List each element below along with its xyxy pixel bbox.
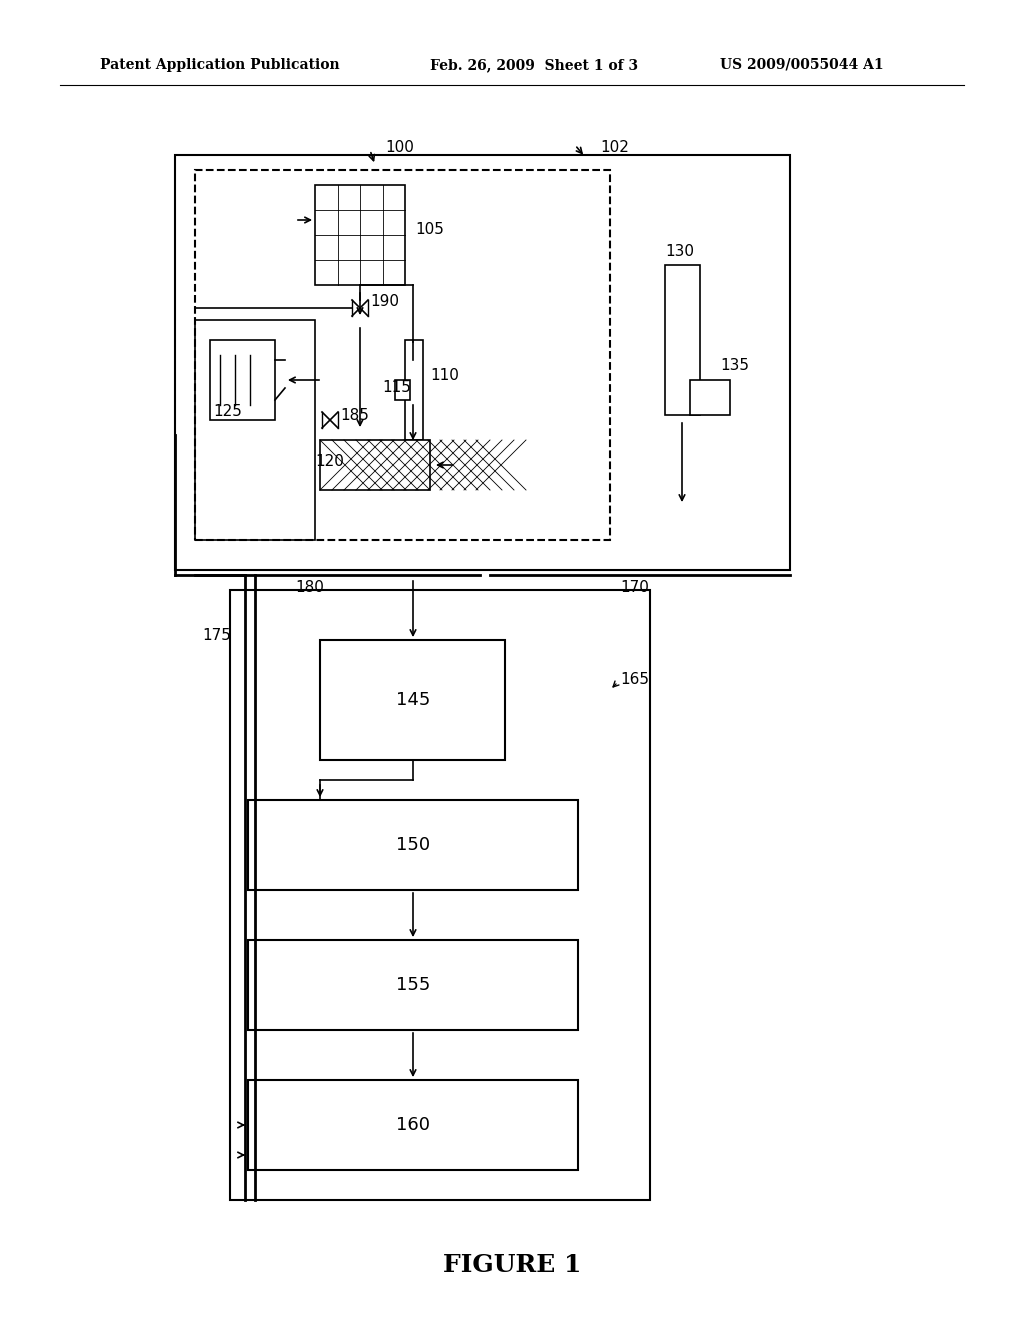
Bar [395,380,410,400]
Text: 170: 170 [620,581,649,595]
Text: 160: 160 [396,1115,430,1134]
Text: Patent Application Publication: Patent Application Publication [100,58,340,73]
Bar [248,940,578,1030]
Text: FIGURE 1: FIGURE 1 [442,1253,582,1276]
Text: 190: 190 [370,294,399,309]
Text: 102: 102 [600,140,629,156]
Text: 180: 180 [295,581,324,595]
Text: 150: 150 [396,836,430,854]
Text: 110: 110 [430,367,459,383]
Bar [195,170,610,540]
Bar [175,154,790,570]
Text: 130: 130 [665,244,694,260]
Bar [319,640,505,760]
Text: 145: 145 [396,690,430,709]
Bar [248,800,578,890]
Bar [319,440,430,490]
Text: 125: 125 [213,404,242,420]
Text: 185: 185 [340,408,369,422]
Bar [210,341,275,420]
Text: 120: 120 [315,454,344,470]
Bar [665,265,700,414]
Text: 115: 115 [382,380,411,395]
Text: 100: 100 [385,140,414,156]
Text: 175: 175 [202,627,230,643]
Text: 135: 135 [720,358,749,372]
Text: Feb. 26, 2009  Sheet 1 of 3: Feb. 26, 2009 Sheet 1 of 3 [430,58,638,73]
Text: 155: 155 [396,975,430,994]
Text: US 2009/0055044 A1: US 2009/0055044 A1 [720,58,884,73]
Bar [690,380,730,414]
Bar [248,1080,578,1170]
Bar [230,590,650,1200]
Bar [406,341,423,440]
Bar [315,185,406,285]
Text: 105: 105 [415,223,443,238]
Bar [195,319,315,540]
Text: 165: 165 [620,672,649,688]
